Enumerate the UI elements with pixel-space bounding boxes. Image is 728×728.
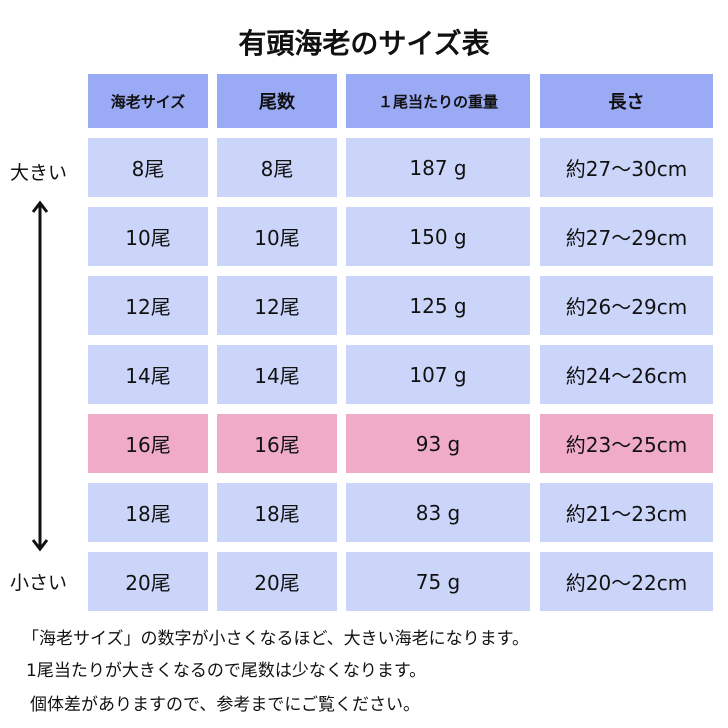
cell-length: 約20〜22cm xyxy=(540,552,713,611)
cell-count: 16尾 xyxy=(217,414,337,473)
note-1: 「海老サイズ」の数字が小さくなるほど、大きい海老になります。 xyxy=(22,629,529,649)
cell-count: 18尾 xyxy=(217,483,337,542)
side-label-large: 大きい xyxy=(10,162,68,184)
cell-weight: 93 g xyxy=(346,414,530,473)
cell-count: 10尾 xyxy=(217,207,337,266)
header-count: 尾数 xyxy=(217,74,337,128)
header-size: 海老サイズ xyxy=(88,74,208,128)
cell-length: 約23〜25cm xyxy=(540,414,713,473)
cell-weight: 187 g xyxy=(346,138,530,197)
cell-length: 約27〜29cm xyxy=(540,207,713,266)
double-arrow-icon xyxy=(31,200,49,552)
cell-size: 18尾 xyxy=(88,483,208,542)
cell-weight: 150 g xyxy=(346,207,530,266)
cell-count: 20尾 xyxy=(217,552,337,611)
header-length: 長さ xyxy=(540,74,713,128)
cell-length: 約27〜30cm xyxy=(540,138,713,197)
cell-size: 20尾 xyxy=(88,552,208,611)
cell-length: 約24〜26cm xyxy=(540,345,713,404)
cell-weight: 107 g xyxy=(346,345,530,404)
cell-size: 12尾 xyxy=(88,276,208,335)
page-title: 有頭海老のサイズ表 xyxy=(238,27,490,60)
cell-length: 約21〜23cm xyxy=(540,483,713,542)
note-3: 個体差がありますので、参考までにご覧ください。 xyxy=(30,695,420,715)
cell-size: 10尾 xyxy=(88,207,208,266)
cell-weight: 83 g xyxy=(346,483,530,542)
note-2: 1尾当たりが大きくなるので尾数は少なくなります。 xyxy=(26,661,427,681)
cell-size: 8尾 xyxy=(88,138,208,197)
cell-size: 14尾 xyxy=(88,345,208,404)
header-weight: １尾当たりの重量 xyxy=(346,74,530,128)
cell-weight: 75 g xyxy=(346,552,530,611)
cell-count: 12尾 xyxy=(217,276,337,335)
cell-count: 8尾 xyxy=(217,138,337,197)
cell-weight: 125 g xyxy=(346,276,530,335)
side-label-small: 小さい xyxy=(10,572,68,594)
cell-count: 14尾 xyxy=(217,345,337,404)
cell-length: 約26〜29cm xyxy=(540,276,713,335)
cell-size: 16尾 xyxy=(88,414,208,473)
